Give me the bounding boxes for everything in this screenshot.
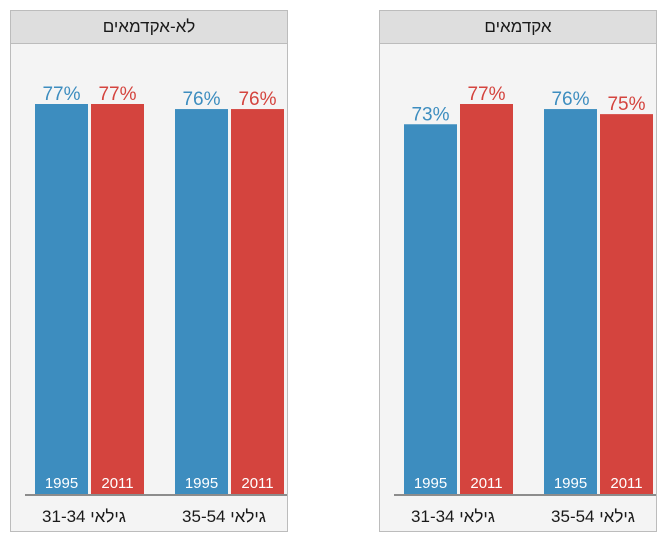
value-label: 76%: [182, 89, 220, 110]
bar-2011-1: [460, 104, 513, 494]
value-label: 76%: [551, 89, 589, 110]
category-label: גילאי 31-34: [42, 507, 126, 526]
value-label: 77%: [42, 84, 80, 105]
panel-title: אקדמאים: [380, 11, 656, 44]
category-label: גילאי 35-54: [551, 507, 635, 526]
year-label: 1995: [185, 475, 218, 492]
year-label: 1995: [414, 475, 447, 492]
chart-non-academics: 77% 1995 77% 2011 גילאי 31-34 76% 1995 76% 2011 ג…: [25, 84, 287, 526]
bar-2011-2: [600, 114, 653, 494]
category-label: גילאי 35-54: [182, 507, 266, 526]
bar-2011-2: [231, 109, 284, 494]
bar-1995-2: [175, 109, 228, 494]
panel-title: לא-אקדמאים: [11, 11, 287, 44]
bar-1995-1: [35, 104, 88, 494]
year-label: 2011: [470, 475, 502, 492]
value-label: 73%: [411, 104, 449, 125]
year-label: 1995: [554, 475, 587, 492]
chart-academics: 73% 1995 77% 2011 גילאי 31-34 76% 1995 75% 2011 ג…: [394, 84, 656, 526]
value-label: 77%: [467, 84, 505, 105]
year-label: 2011: [610, 475, 642, 492]
value-label: 77%: [98, 84, 136, 105]
category-label: גילאי 31-34: [411, 507, 495, 526]
year-label: 2011: [101, 475, 133, 492]
year-label: 2011: [241, 475, 273, 492]
bar-1995-1: [404, 124, 457, 495]
year-label: 1995: [45, 475, 78, 492]
bar-2011-1: [91, 104, 144, 494]
panel-academics: אקדמאים 73% 1995 77% 2011 גילאי 31-34 76% 1995…: [379, 10, 657, 532]
bar-1995-2: [544, 109, 597, 494]
value-label: 75%: [607, 94, 645, 115]
panel-non-academics: לא-אקדמאים 77% 1995 77% 2011 גילאי 31-34 76% 1…: [10, 10, 288, 532]
value-label: 76%: [238, 89, 276, 110]
